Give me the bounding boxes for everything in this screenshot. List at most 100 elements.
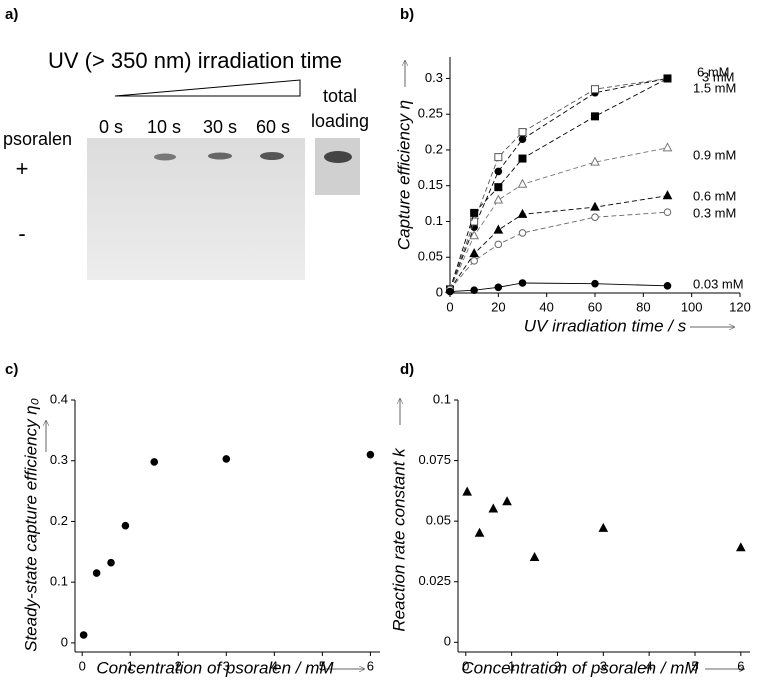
x-tick-label: 2 — [175, 658, 182, 673]
x-tick-label: 100 — [681, 299, 703, 314]
x-tick-label: 0 — [462, 658, 469, 673]
marker — [590, 201, 600, 211]
marker — [518, 135, 527, 144]
y-tick-label: 0.1 — [50, 574, 68, 589]
y-tick-label: 0.2 — [50, 513, 68, 528]
series-label: 0.03 mM — [693, 276, 744, 291]
wedge — [114, 79, 301, 97]
y-tick-label: 0.05 — [418, 249, 443, 264]
y-tick-label: 0 — [61, 634, 68, 649]
series-label: 6 mM — [697, 64, 730, 79]
series-line — [449, 78, 668, 290]
x-axis-label: Concentration of psoralen / mM — [96, 658, 334, 677]
gel-title: UV (> 350 nm) irradiation time — [48, 48, 342, 73]
marker — [662, 142, 673, 152]
marker — [517, 208, 528, 218]
series-line — [449, 147, 668, 290]
x-tick-label: 6 — [737, 658, 744, 673]
panel-label: c) — [5, 361, 18, 378]
marker — [121, 521, 130, 530]
x-tick-label: 2 — [554, 658, 561, 673]
band — [260, 152, 284, 160]
marker — [488, 503, 499, 513]
marker — [470, 208, 479, 217]
x-tick-label: 1 — [508, 658, 515, 673]
y-axis-label: Steady-state capture efficiency η₀ — [21, 398, 40, 652]
band — [154, 153, 176, 161]
marker — [518, 128, 527, 137]
x-tick-label: 60 — [588, 299, 602, 314]
y-tick-label: 0.3 — [425, 70, 443, 85]
gel — [87, 138, 305, 280]
gel-total — [315, 138, 360, 195]
x-tick-label: 120 — [729, 299, 751, 314]
x-tick-label: 6 — [367, 658, 374, 673]
marker — [502, 496, 512, 506]
marker — [462, 486, 473, 496]
y-tick-label: 0.15 — [418, 177, 443, 192]
marker — [469, 230, 479, 240]
series-line — [449, 211, 668, 290]
lane-label: 0 s — [99, 117, 123, 137]
marker — [493, 194, 504, 204]
y-tick-label: 0.025 — [418, 573, 451, 588]
marker — [494, 183, 503, 192]
lane-label: 60 s — [256, 117, 290, 137]
marker — [518, 154, 527, 163]
band — [208, 152, 232, 160]
series-label: 0.3 mM — [693, 205, 736, 220]
x-tick-label: 4 — [271, 658, 278, 673]
x-tick-label: 5 — [319, 658, 326, 673]
marker — [79, 631, 88, 639]
panel-label: b) — [400, 6, 414, 23]
marker — [446, 287, 454, 296]
y-tick-label: 0.1 — [425, 213, 443, 228]
y-tick-label: 0.3 — [50, 452, 68, 467]
series-line — [449, 78, 668, 290]
series-label: 0.9 mM — [693, 147, 736, 162]
series-label: 3 mM — [702, 69, 735, 84]
y-tick-label: 0.1 — [433, 391, 451, 406]
y-tick-label: 0.075 — [418, 452, 451, 467]
x-tick-label: 0 — [79, 658, 86, 673]
x-tick-label: 3 — [600, 658, 607, 673]
lane-label: 30 s — [203, 117, 237, 137]
x-tick-label: 3 — [223, 658, 230, 673]
y-axis-label: Reaction rate constant k — [389, 447, 408, 632]
y-tick-label: 0.05 — [426, 513, 451, 528]
marker — [517, 178, 528, 188]
marker — [591, 112, 599, 121]
series-label: 1.5 mM — [693, 80, 736, 95]
series-label: 0.6 mM — [693, 188, 736, 203]
marker — [591, 279, 599, 288]
x-tick-label: 1 — [127, 658, 134, 673]
marker — [518, 279, 527, 287]
y-tick-label: 0 — [436, 284, 443, 299]
marker — [92, 569, 101, 577]
marker — [470, 286, 478, 294]
marker — [663, 208, 672, 216]
x-tick-label: 40 — [539, 299, 553, 314]
marker — [598, 522, 609, 532]
marker — [735, 542, 746, 552]
marker — [590, 156, 600, 166]
x-tick-label: 0 — [446, 299, 453, 314]
marker — [494, 167, 503, 176]
marker — [494, 153, 503, 162]
marker — [470, 257, 478, 265]
y-tick-label: 0.25 — [418, 106, 443, 121]
row-label: + — [16, 156, 29, 181]
marker — [470, 217, 479, 226]
marker — [663, 282, 672, 290]
series-line — [449, 195, 668, 290]
x-tick-label: 5 — [691, 658, 698, 673]
y-tick-label: 0.2 — [425, 141, 443, 156]
y-tick-label: 0.4 — [50, 391, 68, 406]
marker — [494, 240, 503, 249]
marker — [366, 450, 375, 459]
y-tick-label: 0 — [444, 634, 451, 649]
row-title: psoralen — [3, 129, 72, 149]
x-tick-label: 20 — [491, 299, 505, 314]
marker — [529, 551, 540, 561]
